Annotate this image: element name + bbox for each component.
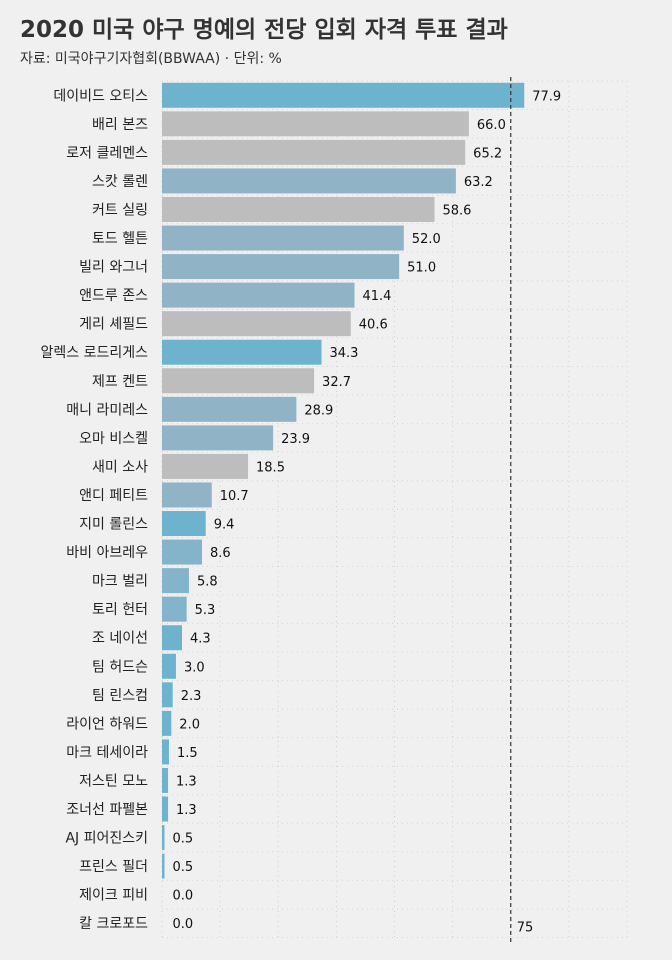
category-label: 제프 켄트: [92, 374, 148, 390]
value-label: 4.3: [190, 632, 211, 647]
category-label: 마크 테세이라: [66, 745, 148, 761]
category-label: 마크 벌리: [92, 574, 148, 590]
chart-title: 2020 미국 야구 명예의 전당 입회 자격 투표 결과: [20, 17, 508, 43]
value-label: 58.6: [442, 203, 471, 218]
value-label: 51.0: [407, 261, 436, 276]
category-label: 프린스 필더: [79, 859, 148, 875]
category-label: 토리 헌터: [92, 602, 148, 618]
category-label: 앤드루 존스: [79, 288, 148, 304]
value-label: 23.9: [281, 432, 310, 447]
bar: [162, 311, 351, 337]
bar: [162, 196, 435, 222]
bar: [162, 282, 355, 308]
category-label: 팀 허드슨: [92, 659, 148, 675]
bar: [162, 396, 297, 422]
category-label: 조 네이선: [92, 631, 148, 647]
bar: [162, 254, 400, 280]
value-label: 18.5: [256, 460, 285, 475]
bar: [162, 710, 172, 736]
value-label: 1.5: [177, 746, 198, 761]
category-label: 제이크 피비: [79, 888, 148, 904]
bar: [162, 539, 202, 565]
value-label: 2.3: [181, 689, 202, 704]
value-label: 0.5: [173, 860, 194, 875]
value-label: 0.0: [173, 917, 194, 932]
category-label: 로저 클레멘스: [66, 145, 148, 161]
bar: [162, 82, 525, 108]
category-label: 라이언 하워드: [66, 716, 148, 732]
category-label: AJ 피어진스키: [65, 831, 148, 847]
category-label: 빌리 와그너: [79, 260, 148, 276]
value-label: 2.0: [179, 717, 200, 732]
bar: [162, 825, 165, 851]
category-label: 앤디 페티트: [79, 488, 148, 504]
value-label: 1.3: [176, 774, 197, 789]
value-label: 34.3: [329, 346, 358, 361]
bar: [162, 625, 182, 651]
bar: [162, 682, 173, 708]
value-label: 5.3: [195, 603, 216, 618]
category-label: 팀 린스컴: [92, 688, 148, 704]
bar: [162, 796, 169, 822]
bar: [162, 596, 187, 622]
value-label: 3.0: [184, 660, 205, 675]
category-label: 칼 크로포드: [79, 916, 148, 932]
bar: [162, 482, 212, 508]
value-label: 1.3: [176, 803, 197, 818]
value-label: 9.4: [214, 518, 235, 533]
category-label: 매니 라미레스: [66, 402, 148, 418]
category-label: 오마 비스켈: [79, 431, 148, 447]
value-label: 0.0: [173, 889, 194, 904]
bar: [162, 425, 274, 451]
bar: [162, 225, 404, 251]
value-label: 10.7: [220, 489, 249, 504]
value-label: 0.5: [173, 832, 194, 847]
category-label: 지미 롤린스: [79, 517, 148, 533]
bar: [162, 853, 165, 879]
value-label: 52.0: [412, 232, 441, 247]
value-label: 63.2: [464, 175, 493, 190]
category-label: 새미 소사: [92, 459, 148, 475]
value-label: 8.6: [210, 546, 231, 561]
category-label: 저스틴 모노: [79, 773, 148, 789]
bar: [162, 111, 469, 137]
category-label: 데이비드 오티스: [53, 88, 148, 104]
value-label: 65.2: [473, 146, 502, 161]
value-label: 5.8: [197, 575, 218, 590]
threshold-label: 75: [517, 921, 534, 936]
category-label: 조너선 파펠본: [66, 802, 148, 818]
bar: [162, 368, 315, 394]
value-label: 32.7: [322, 375, 351, 390]
bar: [162, 739, 169, 765]
value-label: 66.0: [477, 118, 506, 133]
category-label: 배리 본즈: [92, 117, 148, 133]
bar: [162, 511, 206, 537]
bar: [162, 653, 176, 679]
chart-subtitle: 자료: 미국야구기자협회(BBWAA) · 단위: %: [20, 51, 282, 67]
bar: [162, 453, 249, 479]
bar: [162, 168, 456, 194]
category-label: 알렉스 로드리게스: [41, 345, 149, 361]
value-label: 40.6: [359, 318, 388, 333]
value-label: 77.9: [532, 89, 561, 104]
bar: [162, 568, 189, 594]
value-label: 28.9: [304, 403, 333, 418]
value-label: 41.4: [363, 289, 392, 304]
bar: [162, 139, 466, 165]
category-label: 토드 헬튼: [92, 231, 148, 247]
category-label: 스캇 롤렌: [92, 174, 148, 190]
category-label: 커트 실링: [92, 202, 148, 218]
category-label: 바비 아브레우: [66, 545, 148, 561]
bar: [162, 339, 322, 365]
category-label: 게리 셰필드: [79, 317, 148, 333]
bar: [162, 767, 169, 793]
